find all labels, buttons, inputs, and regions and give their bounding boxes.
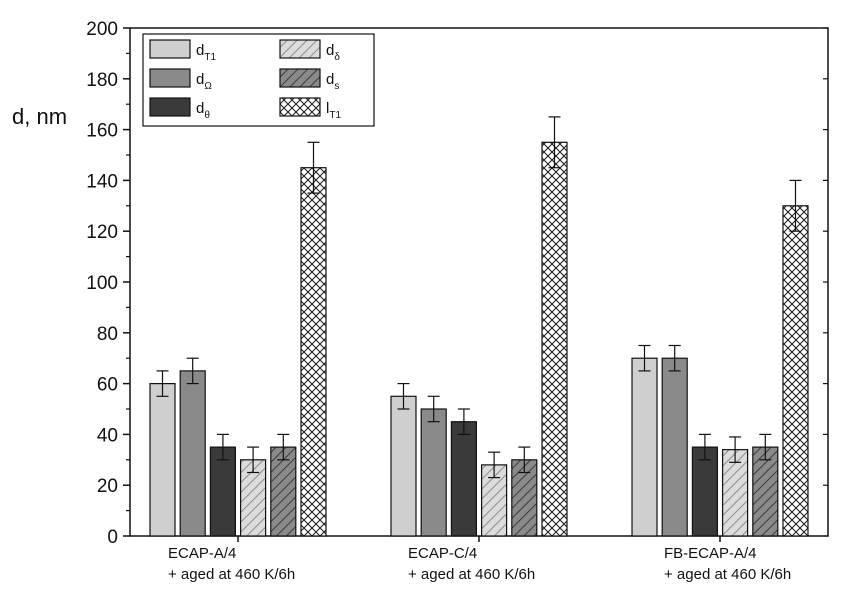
legend-label-dOmega: dΩ [196, 71, 212, 92]
legend-swatch-dOmega [149, 68, 191, 88]
y-tick-label: 180 [86, 70, 118, 91]
y-tick-label: 100 [86, 273, 118, 294]
y-tick-label: 160 [86, 121, 118, 142]
legend: dT1 dδ dΩ ds dθ lT1 [142, 33, 375, 127]
legend-swatch-lT1 [279, 97, 321, 117]
legend-swatch-dDelta [279, 39, 321, 59]
bar-dT1-3 [631, 357, 658, 537]
y-tick-label: 60 [97, 375, 118, 396]
bar-lT1-3 [782, 205, 809, 537]
bar-dTheta-2 [450, 421, 477, 537]
y-axis-title-text: d, nm [12, 104, 67, 129]
y-tick-label: 120 [86, 222, 118, 243]
bar-dT1-1 [149, 383, 176, 537]
legend-swatch-dTheta [149, 97, 191, 117]
bar-dDelta-3 [721, 449, 749, 537]
bar-dOmega-1 [179, 370, 206, 537]
legend-swatch-dS [279, 68, 321, 88]
y-tick-label: 40 [97, 425, 118, 446]
bar-dTheta-1 [209, 446, 236, 537]
legend-label-dDelta: dδ [326, 42, 340, 63]
bar-dTheta-3 [691, 446, 719, 537]
y-tick-label: 80 [97, 324, 118, 345]
plot-area: 0 20 40 60 80 100 120 140 160 180 200 ECAP-A/4 + age… [86, 19, 829, 583]
x-category-label: FB-ECAP-A/4 [664, 545, 757, 562]
x-category-label: + aged at 460 K/6h [664, 566, 791, 583]
bar-dOmega-2 [420, 408, 447, 537]
legend-label-dS: ds [326, 71, 339, 92]
legend-swatch-dT1 [149, 39, 191, 59]
x-category-label: ECAP-C/4 [408, 545, 477, 562]
x-category-label: + aged at 460 K/6h [408, 566, 535, 583]
bar-lT1-2 [541, 141, 568, 537]
y-axis-title: d, nm [12, 104, 67, 129]
bar-dS-3 [752, 446, 779, 537]
bar-dT1-2 [390, 395, 417, 537]
y-tick-label: 0 [107, 527, 118, 548]
x-category-label: + aged at 460 K/6h [168, 566, 295, 583]
legend-label-dT1: dT1 [196, 42, 216, 63]
bar-dS-1 [270, 446, 297, 537]
bar-dOmega-3 [661, 357, 688, 537]
y-tick-label: 20 [97, 476, 118, 497]
y-tick-label: 140 [86, 171, 118, 192]
bar-lT1-1 [300, 167, 327, 537]
legend-label-dTheta: dθ [196, 100, 210, 121]
x-category-label: ECAP-A/4 [168, 545, 236, 562]
legend-label-lT1: lT1 [326, 100, 341, 121]
y-tick-label: 200 [86, 19, 118, 40]
